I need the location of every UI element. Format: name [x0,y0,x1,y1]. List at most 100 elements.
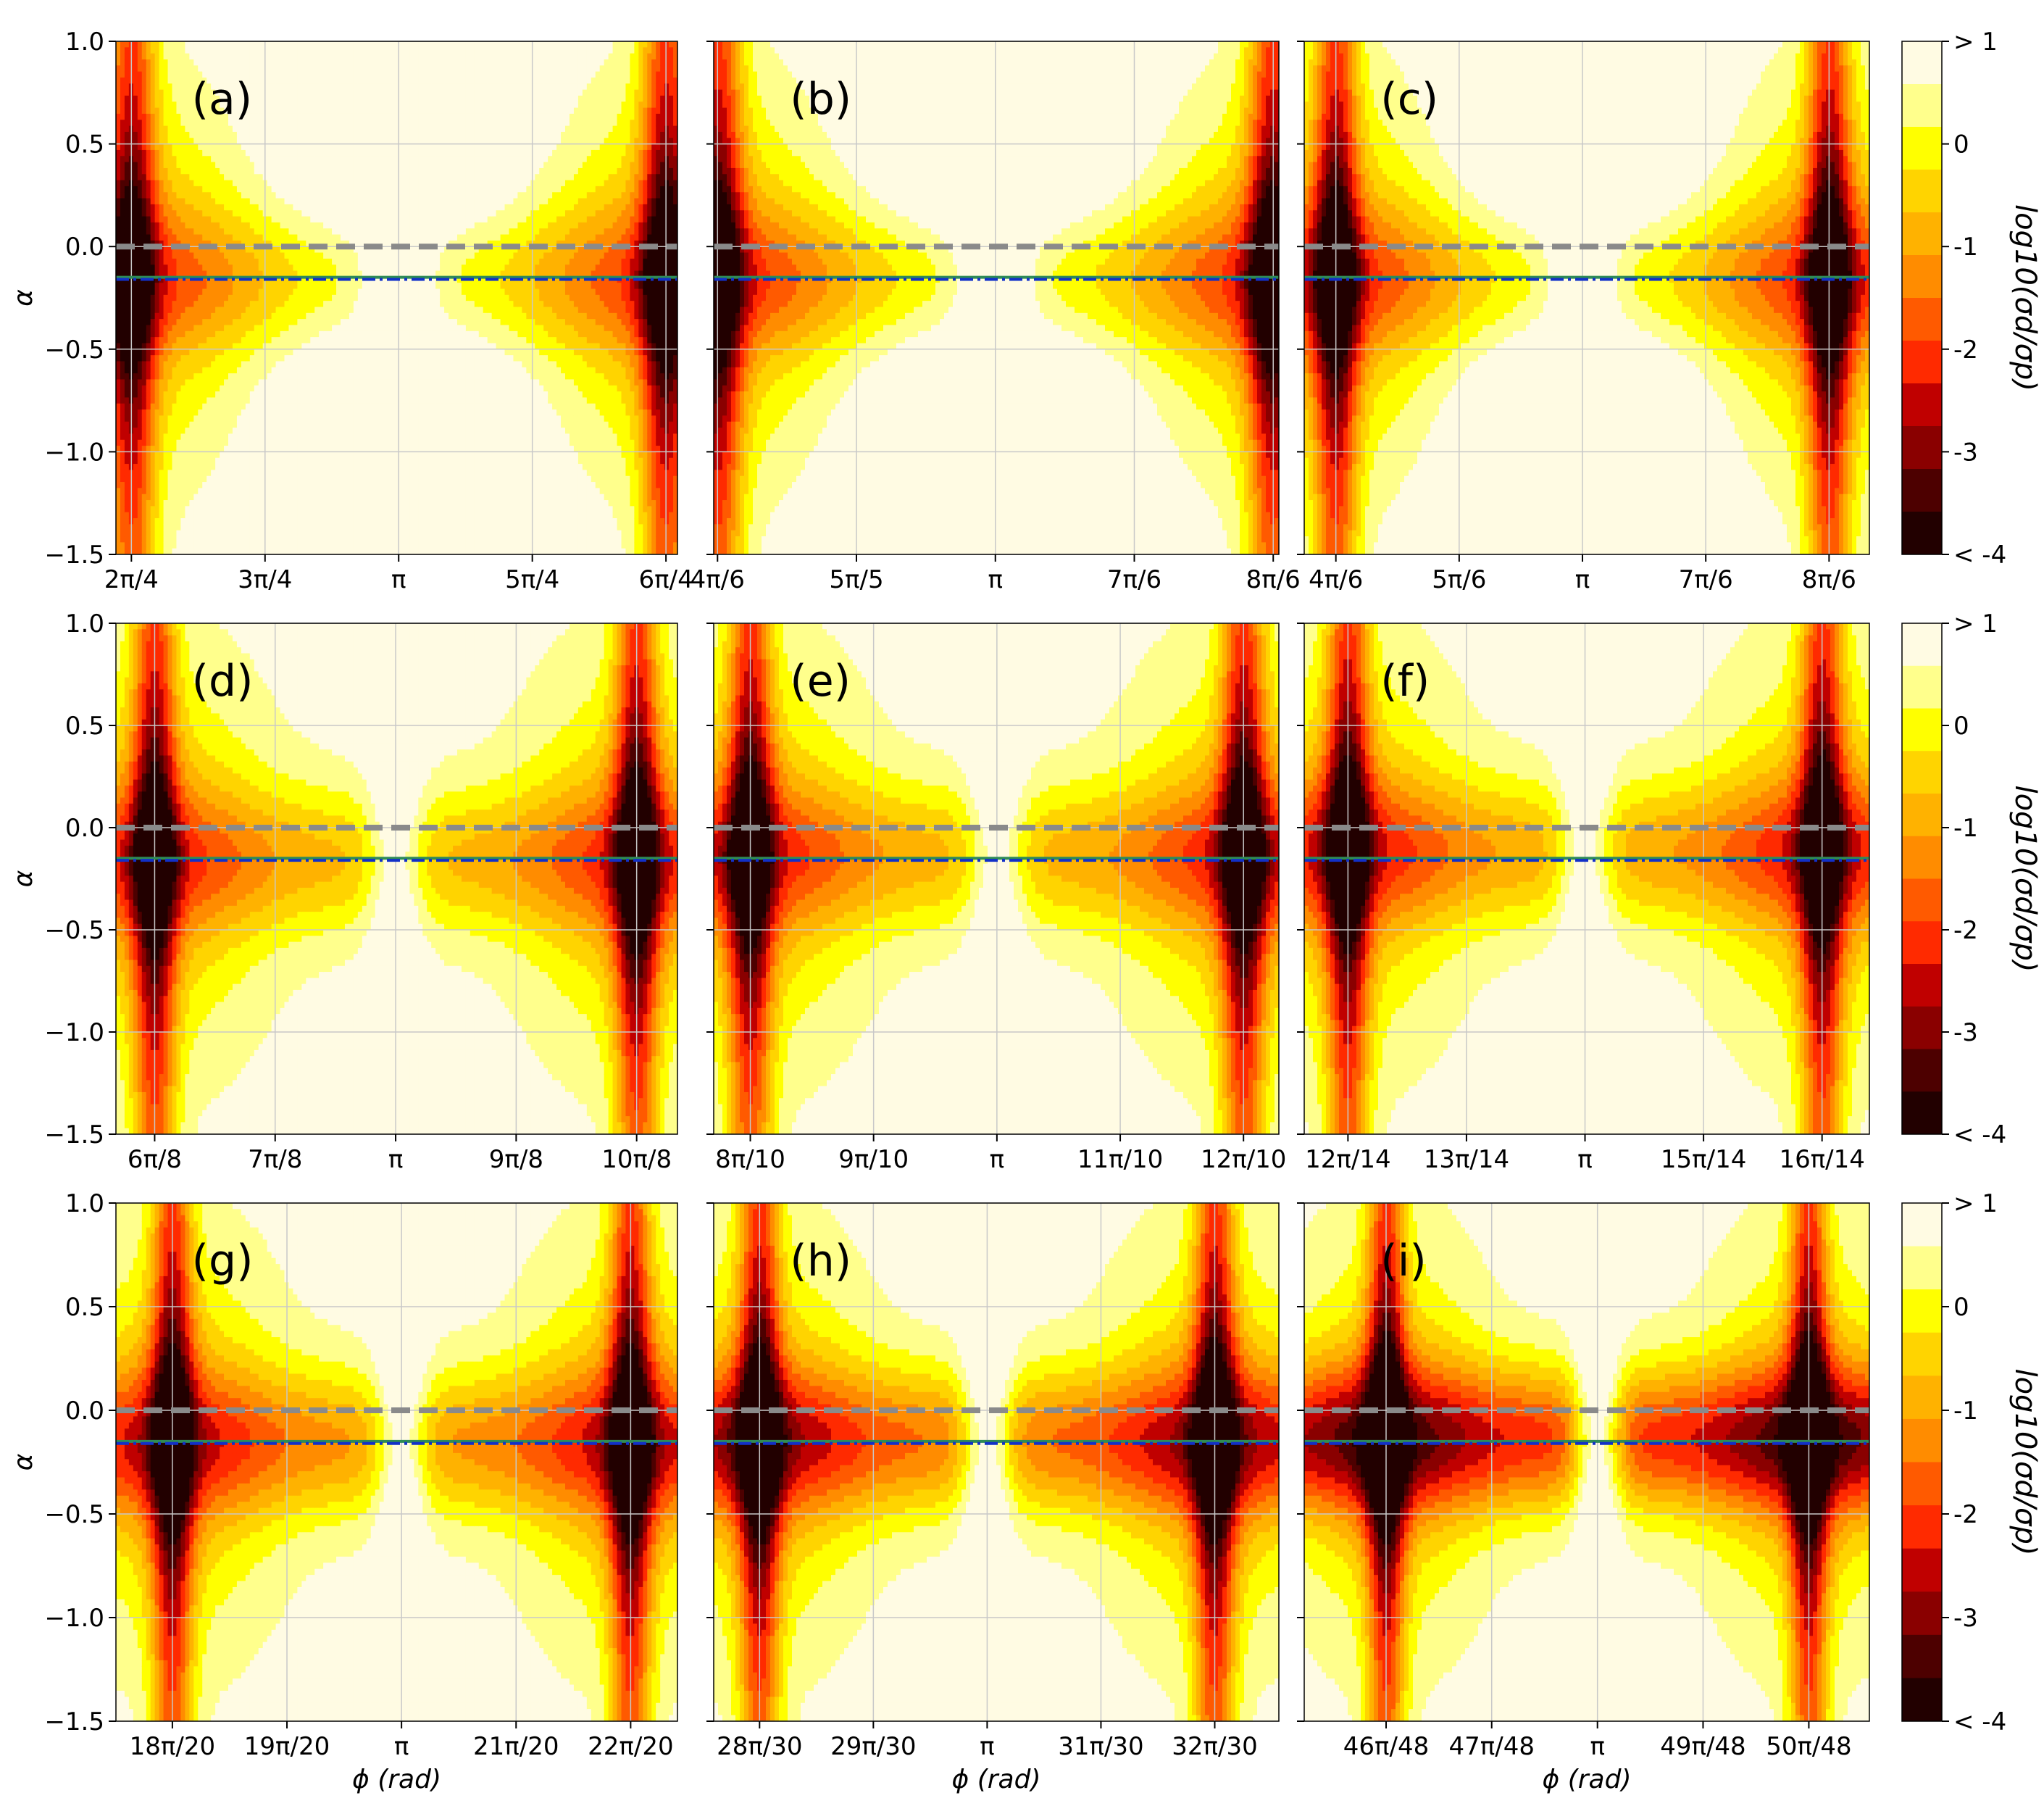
heatmap-cell [297,301,302,307]
heatmap-cell [120,458,125,465]
heatmap-cell [176,373,181,380]
heatmap-cell [207,283,212,289]
heatmap-cell [254,283,259,289]
heatmap-cell [155,440,160,446]
heatmap-cell [310,222,315,229]
heatmap-cell [215,536,220,543]
heatmap-cell [202,428,207,434]
heatmap-cell [193,289,199,296]
heatmap-cell [367,265,372,271]
heatmap-cell [280,186,285,193]
heatmap-cell [276,235,281,241]
heatmap-cell [332,494,337,501]
heatmap-cell [185,101,190,108]
heatmap-cell [224,373,229,380]
heatmap-cell [250,397,255,404]
heatmap-cell [233,319,238,325]
heatmap-cell [332,217,337,223]
heatmap-cell [193,482,199,488]
heatmap-cell [341,283,346,289]
heatmap-cell [314,168,320,175]
heatmap-cell [250,289,255,296]
heatmap-cell [358,518,363,525]
heatmap-cell [146,452,151,458]
heatmap-cell [367,217,372,223]
heatmap-cell [237,331,242,338]
heatmap-cell [138,235,143,241]
heatmap-cell [354,518,359,525]
heatmap-cell [362,222,367,229]
heatmap-cell [336,415,341,422]
heatmap-cell [207,180,212,187]
heatmap-cell [164,192,169,199]
heatmap-cell [116,536,121,543]
heatmap-cell [341,319,346,325]
heatmap-cell [120,494,125,501]
heatmap-cell [285,289,290,296]
heatmap-cell [349,222,354,229]
heatmap-cell [207,409,212,416]
heatmap-cell [125,518,130,525]
heatmap-cell [301,542,306,549]
heatmap-cell [297,536,302,543]
heatmap-cell [267,488,272,494]
heatmap-cell [116,228,121,235]
heatmap-cell [332,83,337,90]
heatmap-cell [301,144,306,151]
heatmap-cell [125,512,130,519]
heatmap-cell [189,204,194,211]
heatmap-cell [207,174,212,180]
heatmap-cell [180,409,185,416]
heatmap-cell [276,83,281,90]
heatmap-cell [349,59,354,66]
heatmap-cell [367,397,372,404]
heatmap-cell [332,59,337,66]
heatmap-cell [272,47,277,54]
heatmap-cell [280,144,285,151]
heatmap-cell [354,289,359,296]
heatmap-cell [293,83,298,90]
heatmap-cell [259,259,264,265]
heatmap-cell [349,180,354,187]
heatmap-cell [358,488,363,494]
heatmap-cell [345,524,350,530]
heatmap-cell [202,41,207,48]
heatmap-cell [241,204,246,211]
heatmap-cell [306,397,311,404]
heatmap-cell [259,415,264,422]
heatmap-cell [207,313,212,320]
heatmap-cell [116,90,121,96]
heatmap-cell [138,283,143,289]
heatmap-cell [241,162,246,169]
heatmap-cell [164,259,169,265]
heatmap-cell [301,54,306,60]
heatmap-cell [285,470,290,476]
heatmap-cell [151,204,156,211]
heatmap-cell [328,289,333,296]
heatmap-cell [310,361,315,367]
heatmap-cell [215,319,220,325]
heatmap-cell [336,349,341,356]
heatmap-cell [314,47,320,54]
heatmap-cell [349,361,354,367]
heatmap-cell [328,192,333,199]
heatmap-cell [254,361,259,367]
heatmap-cell [185,301,190,307]
heatmap-cell [116,186,121,193]
heatmap-cell [202,325,207,331]
heatmap-cell [224,217,229,223]
heatmap-cell [336,494,341,501]
heatmap-cell [146,518,151,525]
heatmap-cell [276,488,281,494]
heatmap-cell [198,524,203,530]
heatmap-cell [125,337,130,344]
heatmap-cell [323,72,328,78]
heatmap-cell [198,349,203,356]
heatmap-cell [172,295,178,301]
heatmap-cell [276,470,281,476]
heatmap-cell [198,331,203,338]
heatmap-cell [193,440,199,446]
heatmap-cell [354,162,359,169]
heatmap-cell [198,228,203,235]
heatmap-cell [202,506,207,512]
